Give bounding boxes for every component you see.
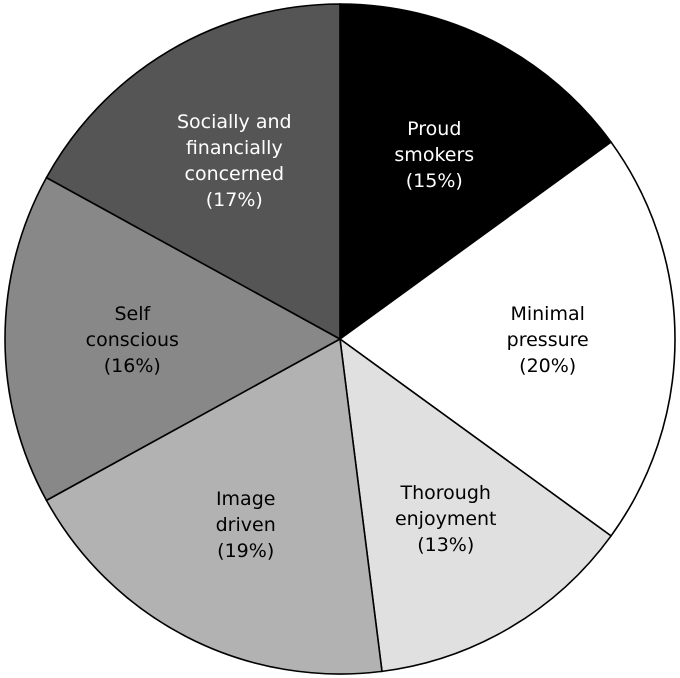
slice-label-3: Image driven (19%)	[216, 488, 276, 562]
slice-label-line: smokers	[394, 144, 474, 166]
slice-label-2: Thorough enjoyment (13%)	[395, 482, 497, 556]
slice-label-line: pressure	[507, 329, 589, 351]
pie-slice-3	[45, 337, 383, 675]
slice-label-line: financially	[186, 137, 283, 159]
pie-slice-1	[338, 140, 676, 538]
slice-label-line: (13%)	[417, 534, 474, 556]
slice-label-line: enjoyment	[395, 508, 497, 530]
slice-label-line: Proud	[407, 118, 461, 140]
slice-label-line: (15%)	[406, 170, 463, 192]
slice-label-5: Socially and financially concerned (17%)	[177, 111, 292, 211]
slice-label-4: Self conscious (16%)	[86, 303, 179, 377]
slice-label-line: Minimal	[510, 303, 584, 325]
slice-label-line: concerned	[185, 163, 285, 185]
slice-label-line: (19%)	[217, 540, 274, 562]
slice-label-line: Image	[216, 488, 276, 510]
pie-slice-0	[339, 3, 613, 341]
slice-label-line: Thorough	[400, 482, 491, 504]
slice-label-line: Socially and	[177, 111, 292, 133]
pie-slice-2	[338, 337, 613, 673]
slice-label-line: Self	[114, 303, 151, 325]
slice-label-line: (16%)	[104, 355, 161, 377]
pie-slice-5	[45, 3, 341, 341]
slice-label-line: driven	[216, 514, 276, 536]
slice-label-0: Proud smokers (15%)	[394, 118, 474, 192]
slice-label-line: (17%)	[206, 189, 263, 211]
slice-label-1: Minimal pressure (20%)	[507, 303, 589, 377]
slice-label-line: conscious	[86, 329, 179, 351]
pie-slice-4	[4, 176, 342, 502]
slice-label-line: (20%)	[519, 355, 576, 377]
